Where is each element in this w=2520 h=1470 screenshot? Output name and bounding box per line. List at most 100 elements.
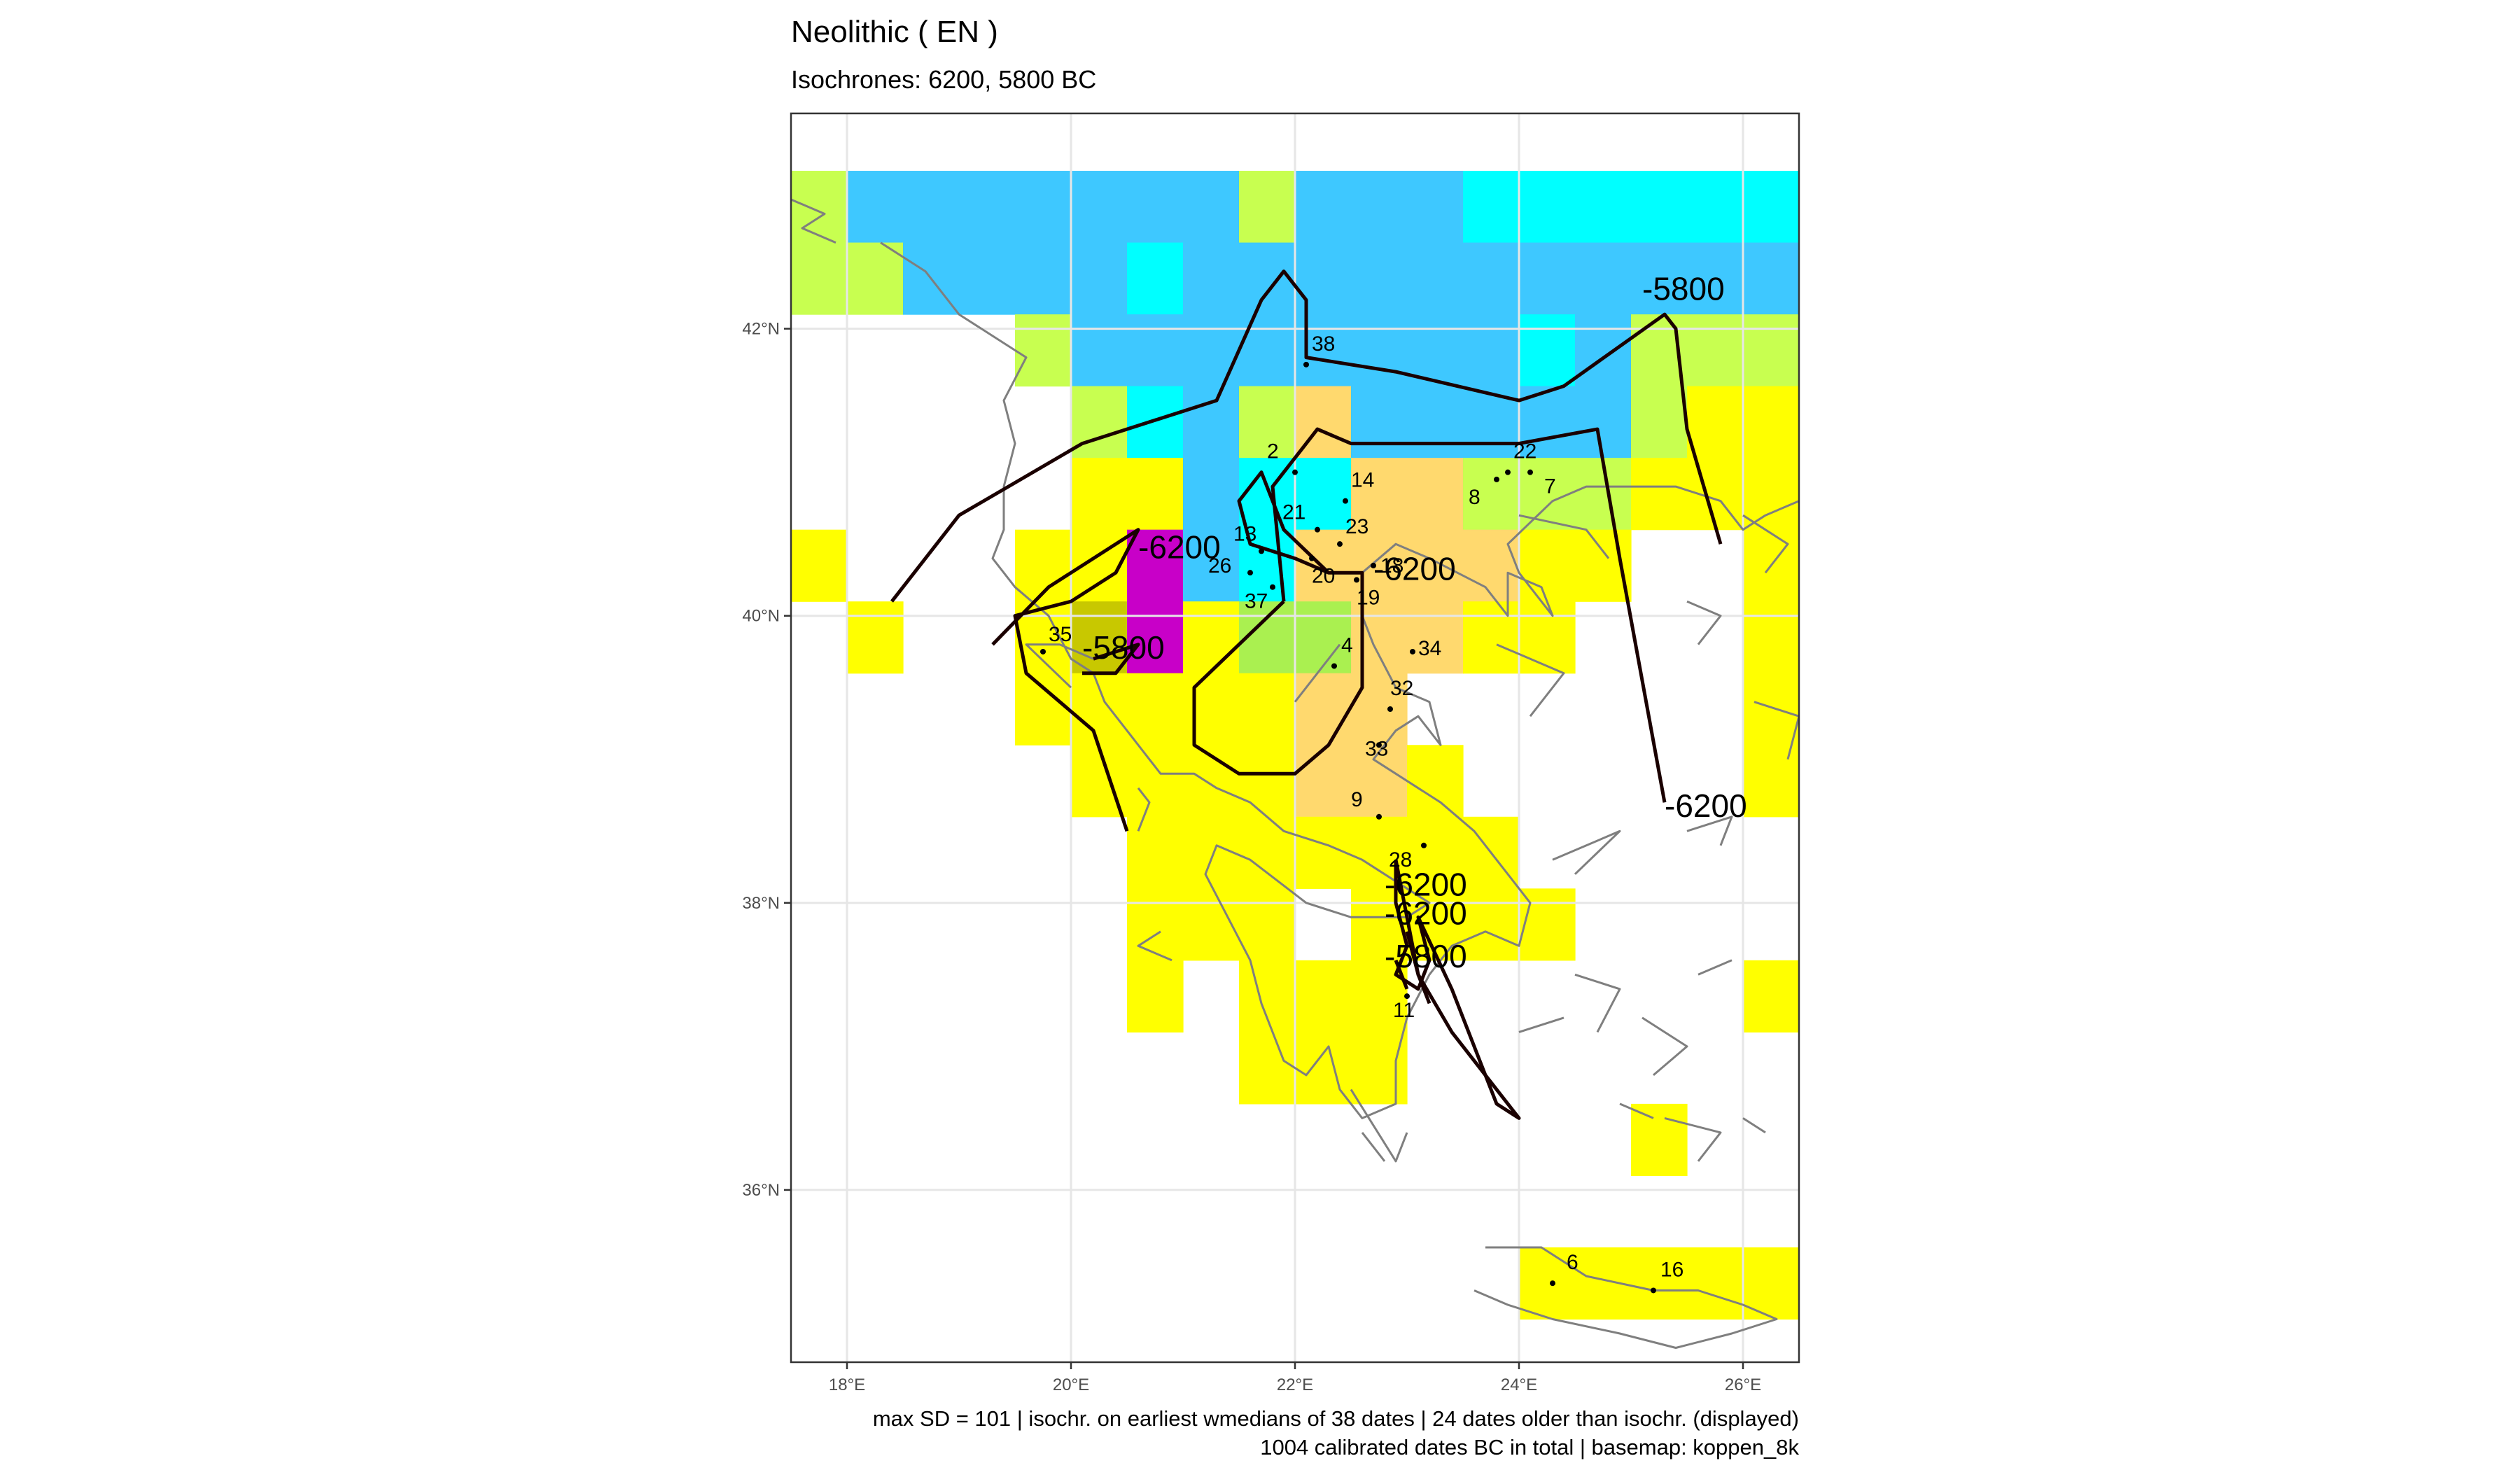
y-tick-label: 40°N (742, 607, 780, 626)
site-point (1505, 469, 1511, 475)
site-label: 8 (1469, 486, 1480, 509)
coastline (1754, 701, 1799, 760)
coastline (1025, 643, 1094, 689)
site-label: 4 (1341, 634, 1353, 657)
site-label: 35 (1049, 623, 1072, 646)
coastline (1642, 1016, 1688, 1077)
site-label: 33 (1365, 737, 1388, 760)
climate-cell (1743, 601, 1799, 674)
climate-cell (1183, 458, 1240, 531)
isochrone-line (1405, 931, 1432, 1004)
site-point (1387, 706, 1393, 712)
isochrone-label: -6200 (1385, 895, 1467, 932)
site-label: 23 (1345, 515, 1368, 538)
isochrone-line (890, 270, 1723, 603)
climate-cell (1631, 458, 1799, 531)
coastline (1294, 643, 1341, 703)
site-point (1315, 526, 1320, 533)
site-label: 18 (1380, 554, 1404, 578)
x-tick-label: 20°E (1053, 1376, 1089, 1394)
coastline (1137, 930, 1172, 962)
coastline (1664, 1116, 1722, 1162)
isochrone-label: -5800 (1082, 629, 1165, 666)
map-title: Neolithic ( EN ) (791, 15, 998, 49)
climate-cell (1071, 601, 1128, 674)
site-label: 11 (1393, 999, 1415, 1022)
site-point (1292, 469, 1298, 475)
climate-cell (1127, 601, 1184, 674)
coastline (1552, 830, 1621, 875)
isochrone-line (1270, 427, 1667, 803)
climate-cell (1743, 745, 1799, 818)
coastline (1686, 600, 1722, 645)
site-point (1527, 469, 1533, 475)
site-point (1404, 993, 1410, 1000)
site-point (1343, 498, 1348, 504)
climate-cell (1519, 314, 1576, 387)
site-label: 32 (1390, 677, 1413, 700)
coastline (1574, 973, 1621, 1033)
isochrone-label: -6200 (1665, 788, 1747, 824)
climate-cell (1631, 314, 1799, 387)
site-point (1421, 842, 1427, 848)
climate-cell (1463, 171, 1799, 244)
coastline (1742, 514, 1789, 574)
climate-cell (1351, 601, 1464, 674)
site-label: 26 (1208, 554, 1231, 578)
site-point (1354, 577, 1359, 583)
site-point (1259, 548, 1264, 554)
climate-cell (903, 242, 1128, 315)
coastline (1496, 643, 1565, 718)
site-label: 22 (1513, 440, 1536, 463)
site-point (1337, 541, 1343, 547)
isochrone-line (991, 528, 1140, 832)
site-label: 2 (1267, 440, 1279, 463)
isochrone-line (1394, 859, 1521, 1120)
climate-cell (1239, 960, 1408, 1032)
x-tick-label: 24°E (1501, 1376, 1537, 1394)
climate-cell (1519, 529, 1632, 602)
climate-cell (1351, 888, 1576, 961)
climate-cell (1631, 1103, 1688, 1177)
climate-cell (1183, 529, 1240, 602)
climate-cell (1127, 888, 1296, 961)
site-point (1270, 584, 1275, 590)
coastline (1350, 1088, 1408, 1163)
y-tick-label: 36°N (742, 1181, 780, 1200)
site-label: 7 (1544, 475, 1556, 498)
site-point (1371, 562, 1376, 568)
site-label: 20 (1312, 565, 1335, 588)
site-label: 28 (1389, 848, 1412, 872)
map-subtitle: Isochrones: 6200, 5800 BC (791, 65, 1096, 94)
site-label: 13 (1233, 522, 1256, 545)
site-point (1331, 663, 1337, 669)
graticule-layer (791, 113, 1799, 1362)
climate-cell (1015, 673, 1296, 746)
site-label: 16 (1660, 1258, 1684, 1281)
isochrone-labels-layer: -5800-6200-5800-6200-6200-6200-6200-5800 (1082, 271, 1747, 975)
site-point (1494, 476, 1499, 482)
site-point (1651, 1287, 1656, 1294)
climate-cell (1743, 673, 1799, 746)
climate-cell (1127, 960, 1184, 1032)
climate-cell (1351, 386, 1632, 458)
site-label: 14 (1351, 469, 1374, 492)
isochrone-label: -6200 (1138, 529, 1221, 566)
site-label: 38 (1312, 332, 1335, 356)
climate-cell (847, 171, 1240, 244)
climate-cell (1295, 529, 1520, 602)
site-label: 37 (1245, 590, 1268, 613)
y-tick-label: 42°N (742, 320, 780, 339)
coastline (1619, 1102, 1654, 1119)
climate-cell (1631, 386, 1688, 458)
coastline (1698, 959, 1732, 976)
isochrone-label: -5800 (1385, 938, 1467, 974)
x-tick-label: 22°E (1277, 1376, 1313, 1394)
climate-cell (1295, 171, 1464, 244)
climate-cell (1127, 242, 1184, 315)
isochrone-line (1082, 643, 1140, 676)
site-label: 21 (1282, 501, 1306, 524)
site-point (1247, 570, 1253, 576)
isochrone-line (1394, 959, 1409, 990)
